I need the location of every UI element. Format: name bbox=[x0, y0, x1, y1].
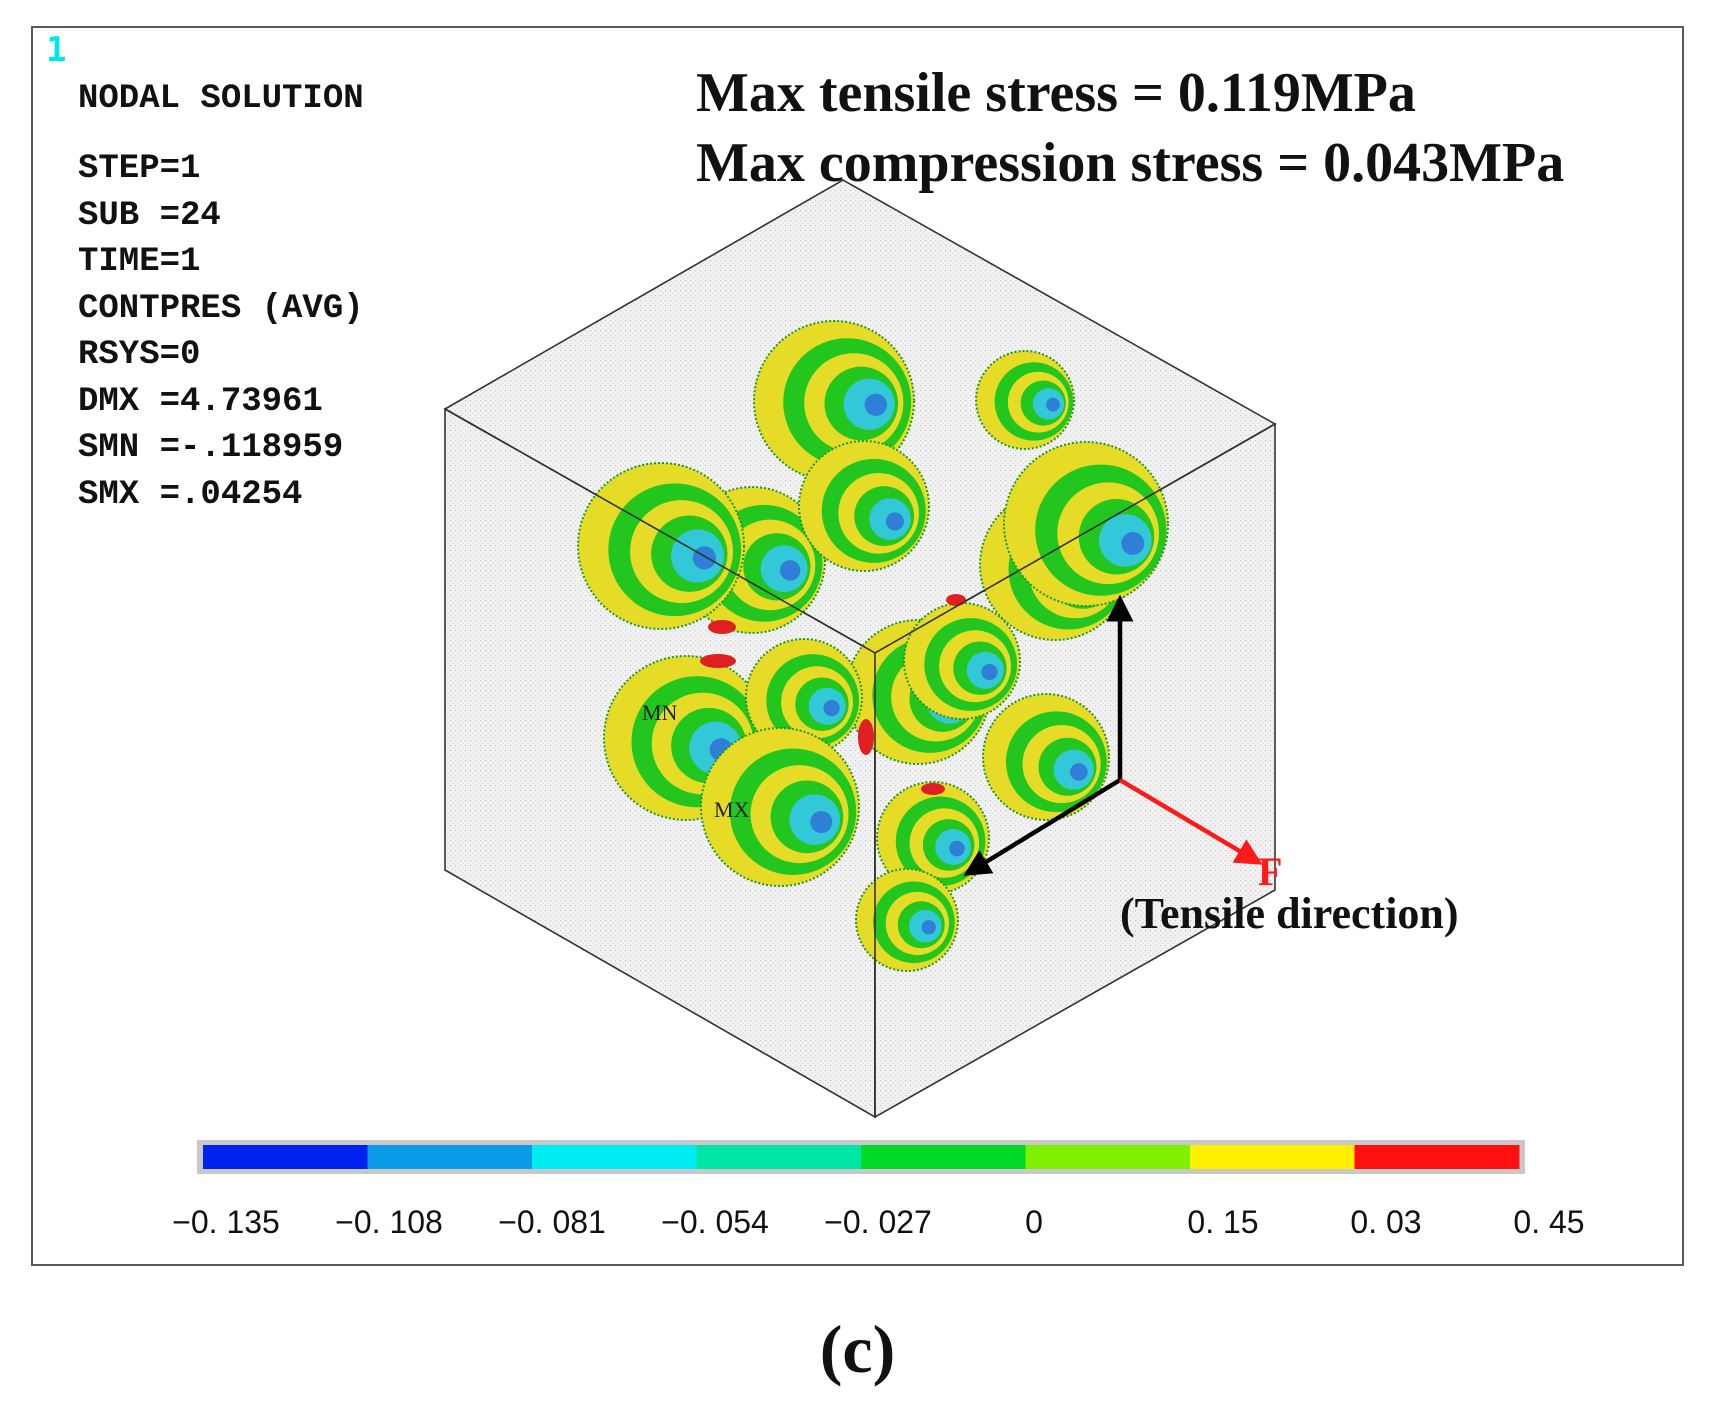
info-rsys: RSYS=0 bbox=[78, 336, 201, 374]
sphere bbox=[982, 693, 1110, 821]
legend-tick-label: −0. 135 bbox=[172, 1204, 280, 1240]
legend-swatch bbox=[203, 1145, 368, 1169]
info-smn: SMN =-.118959 bbox=[78, 429, 344, 467]
sphere bbox=[798, 440, 930, 572]
info-sub: SUB =24 bbox=[78, 196, 221, 235]
info-title: NODAL SOLUTION bbox=[78, 80, 364, 118]
force-label: F bbox=[1258, 849, 1282, 894]
info-step: STEP=1 bbox=[78, 150, 201, 188]
legend-tick-label: −0. 108 bbox=[335, 1204, 443, 1240]
legend-swatch bbox=[1354, 1145, 1520, 1169]
legend-swatch bbox=[367, 1145, 533, 1169]
tensile-direction-label: (Tensile direction) bbox=[1120, 889, 1459, 938]
sphere bbox=[975, 350, 1075, 450]
hotspot bbox=[921, 783, 945, 795]
legend-tick-label: 0. 03 bbox=[1350, 1204, 1421, 1240]
axes bbox=[963, 594, 1263, 876]
info-dmx: DMX =4.73961 bbox=[78, 382, 323, 421]
info-contpres: CONTPRES (AVG) bbox=[78, 289, 364, 328]
info-smx: SMX =.04254 bbox=[78, 475, 303, 514]
legend-swatch bbox=[1025, 1145, 1191, 1169]
legend-tick-label: 0 bbox=[1025, 1204, 1043, 1240]
legend-swatch bbox=[1190, 1145, 1355, 1169]
max-tensile-stress: Max tensile stress = 0.119MPa bbox=[696, 62, 1416, 124]
figure-label: (c) bbox=[819, 1311, 896, 1387]
sphere bbox=[700, 727, 860, 887]
info-time: TIME=1 bbox=[78, 243, 201, 281]
sphere bbox=[745, 638, 863, 756]
legend-tick-label: −0. 027 bbox=[824, 1204, 932, 1240]
axis-depth bbox=[963, 778, 1122, 876]
legend-swatch bbox=[861, 1145, 1026, 1169]
window-number: 1 bbox=[46, 30, 67, 70]
hotspot bbox=[946, 594, 966, 606]
sphere bbox=[577, 462, 745, 630]
legend-swatch bbox=[532, 1145, 697, 1169]
legend-tick-label: 0. 45 bbox=[1513, 1204, 1584, 1240]
info-panel: NODAL SOLUTION STEP=1 SUB =24 TIME=1 CON… bbox=[78, 76, 364, 518]
min-marker: MN bbox=[642, 700, 678, 725]
legend-swatch bbox=[696, 1145, 862, 1169]
sphere bbox=[903, 602, 1021, 720]
hotspot bbox=[708, 620, 736, 634]
legend-tick-label: 0. 15 bbox=[1187, 1204, 1258, 1240]
sphere bbox=[855, 868, 959, 972]
particle-spheres bbox=[444, 320, 1276, 1117]
sphere bbox=[1003, 441, 1169, 607]
max-marker: MX bbox=[714, 797, 750, 822]
legend-tick-label: −0. 081 bbox=[498, 1204, 606, 1240]
axis-force bbox=[1118, 778, 1263, 865]
hotspot bbox=[700, 654, 736, 668]
color-legend: −0. 135 −0. 108 −0. 081 −0. 054 −0. 027 0 0. 1… bbox=[172, 1145, 1585, 1240]
stress-headline: Max tensile stress = 0.119MPa Max compre… bbox=[696, 58, 1564, 198]
legend-tick-label: −0. 054 bbox=[661, 1204, 769, 1240]
sphere bbox=[876, 781, 990, 895]
hotspot bbox=[858, 719, 874, 755]
